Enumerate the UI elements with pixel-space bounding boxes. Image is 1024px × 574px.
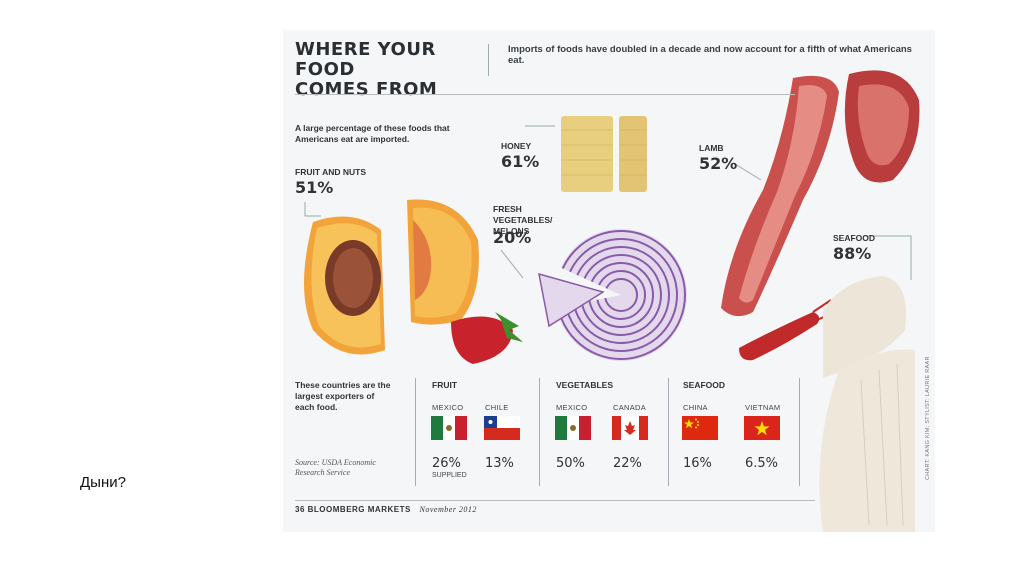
- category-name-lamb: LAMB: [699, 143, 724, 153]
- group-title-fruit: FRUIT: [432, 380, 458, 390]
- category-name-honey: HONEY: [501, 141, 532, 151]
- country-percent: 16%: [683, 456, 712, 471]
- source-note: Source: USDA Economic Research Service: [295, 458, 376, 477]
- group-title-seafood: SEAFOOD: [683, 380, 726, 390]
- country-percent: 22%: [613, 456, 642, 471]
- peach-illustration: [304, 199, 479, 355]
- group-title-vegetables: VEGETABLES: [556, 380, 613, 390]
- country-name: CANADA: [613, 403, 647, 412]
- category-name-vegetables: FRESH VEGETABLES/ MELONS: [493, 204, 553, 236]
- country-percent: 26%: [432, 456, 461, 471]
- question-text: Дыни?: [80, 474, 126, 491]
- honeycomb-illustration: [561, 116, 647, 192]
- canada-flag: [612, 416, 648, 440]
- exporters-label: These countries are the largest exporter…: [295, 380, 391, 412]
- supplied-note: SUPPLIED: [432, 472, 467, 479]
- lamb-illustration: [721, 70, 920, 317]
- country-name: MEXICO: [432, 403, 464, 412]
- food-illustrations: [304, 70, 920, 532]
- title-divider: [488, 44, 489, 76]
- onion-illustration: [538, 229, 687, 361]
- country-percent: 13%: [485, 456, 514, 471]
- column-separator: [539, 378, 540, 486]
- fish-illustration: [819, 276, 915, 532]
- category-percent-honey: 61%: [501, 152, 540, 171]
- chile-flag: [484, 416, 520, 440]
- infographic-page: WHERE YOUR FOOD COMES FROM Imports of fo…: [283, 30, 935, 532]
- subtitle: Imports of foods have doubled in a decad…: [508, 44, 912, 66]
- country-percent: 50%: [556, 456, 585, 471]
- footer-rule: [295, 500, 815, 501]
- country-name: CHILE: [485, 403, 509, 412]
- category-percent-lamb: 52%: [699, 154, 738, 173]
- photo-credit: CHART: KANG KIM; STYLIST: LAURIE RAAR: [925, 356, 931, 480]
- column-separator: [668, 378, 669, 486]
- page-number: 36: [295, 505, 305, 514]
- page-title: WHERE YOUR FOOD COMES FROM: [295, 40, 485, 100]
- column-separator: [799, 378, 800, 486]
- footer: 36 BLOOMBERG MARKETS November 2012: [295, 505, 477, 514]
- category-name-seafood: SEAFOOD: [833, 233, 876, 243]
- publication-date: November 2012: [419, 505, 477, 514]
- country-name: CHINA: [683, 403, 708, 412]
- category-percent-fruit: 51%: [295, 178, 334, 197]
- china-flag: [682, 416, 718, 440]
- category-name-fruit: FRUIT AND NUTS: [295, 167, 366, 177]
- country-percent: 6.5%: [745, 456, 779, 471]
- country-name: MEXICO: [556, 403, 588, 412]
- mexico-flag: [555, 416, 591, 440]
- category-percent-seafood: 88%: [833, 244, 872, 263]
- leader-lines: [304, 125, 912, 280]
- intro-text: A large percentage of these foods that A…: [295, 123, 450, 144]
- header-rule: [295, 94, 795, 95]
- title-line-2: COMES FROM: [295, 79, 438, 100]
- strawberry-illustration: [451, 312, 523, 364]
- category-percent-vegetables: 20%: [493, 228, 532, 247]
- column-separator: [415, 378, 416, 486]
- publication-name: BLOOMBERG MARKETS: [307, 505, 411, 514]
- vietnam-flag: [744, 416, 780, 440]
- title-line-1: WHERE YOUR FOOD: [295, 39, 436, 80]
- mexico-flag: [431, 416, 467, 440]
- country-name: VIETNAM: [745, 403, 781, 412]
